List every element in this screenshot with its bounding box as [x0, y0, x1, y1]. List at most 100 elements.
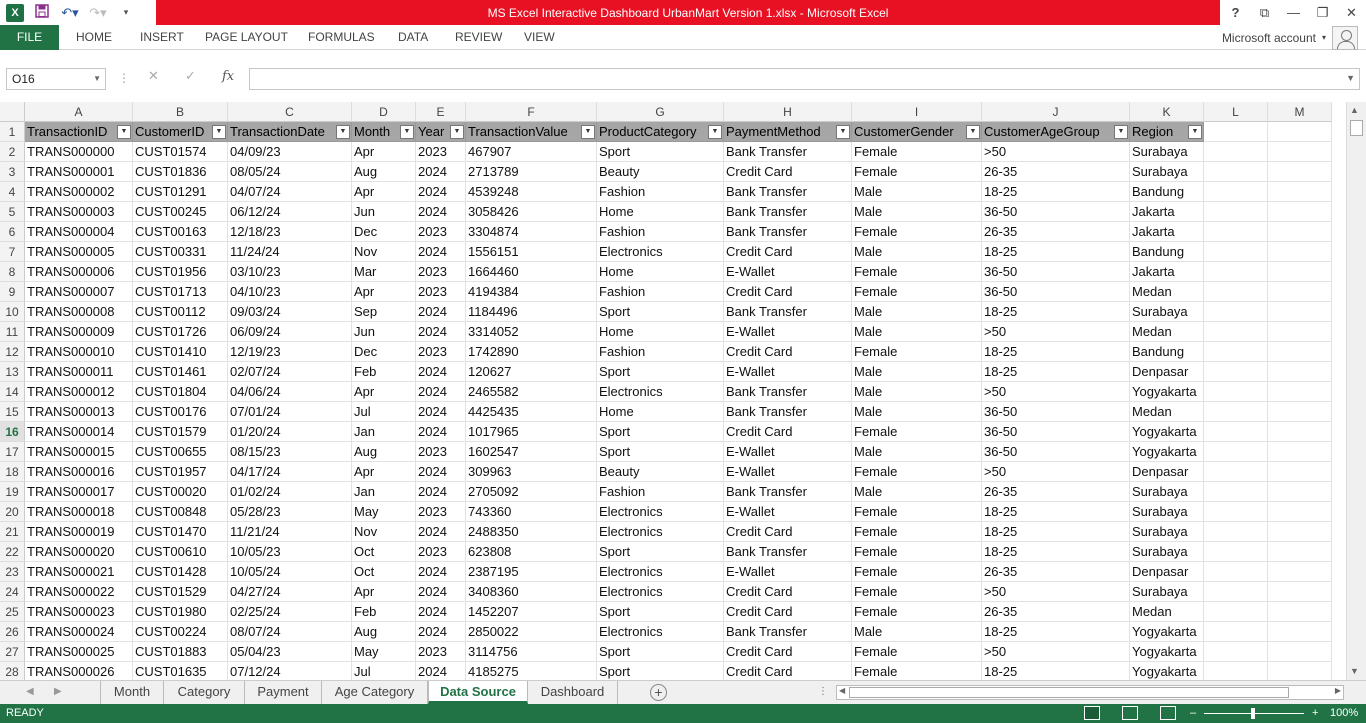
cell[interactable]: 05/04/23: [228, 642, 352, 662]
cell[interactable]: Aug: [352, 442, 416, 462]
row-header[interactable]: 22: [0, 542, 25, 562]
cell[interactable]: [1268, 382, 1332, 402]
cell[interactable]: [1268, 202, 1332, 222]
cell[interactable]: 4185275: [466, 662, 597, 680]
row-header[interactable]: 11: [0, 322, 25, 342]
cell[interactable]: 07/01/24: [228, 402, 352, 422]
cell[interactable]: CUST01428: [133, 562, 228, 582]
cell[interactable]: Nov: [352, 242, 416, 262]
cell[interactable]: 1742890: [466, 342, 597, 362]
cell[interactable]: TRANS000011: [25, 362, 133, 382]
cell[interactable]: Female: [852, 502, 982, 522]
cell[interactable]: TRANS000020: [25, 542, 133, 562]
row-header[interactable]: 15: [0, 402, 25, 422]
cell[interactable]: Electronics: [597, 582, 724, 602]
cell[interactable]: 36-50: [982, 442, 1130, 462]
cell[interactable]: [1204, 422, 1268, 442]
header-cell[interactable]: CustomerID ▼: [133, 122, 228, 142]
cell[interactable]: [1268, 242, 1332, 262]
cell[interactable]: Medan: [1130, 282, 1204, 302]
cell[interactable]: 2024: [416, 182, 466, 202]
cell[interactable]: 4194384: [466, 282, 597, 302]
filter-dropdown-icon[interactable]: ▼: [836, 125, 850, 139]
row-header[interactable]: 1: [0, 122, 25, 142]
cell[interactable]: 623808: [466, 542, 597, 562]
cell[interactable]: Male: [852, 622, 982, 642]
cell[interactable]: 03/10/23: [228, 262, 352, 282]
cell[interactable]: Female: [852, 422, 982, 442]
cell[interactable]: 1017965: [466, 422, 597, 442]
cell[interactable]: [1204, 382, 1268, 402]
cell[interactable]: 1664460: [466, 262, 597, 282]
horizontal-scrollbar[interactable]: ◀ ▶: [836, 685, 1344, 700]
cell[interactable]: Home: [597, 322, 724, 342]
cell[interactable]: Electronics: [597, 562, 724, 582]
filter-dropdown-icon[interactable]: ▼: [966, 125, 980, 139]
cell[interactable]: CUST00163: [133, 222, 228, 242]
cell[interactable]: Credit Card: [724, 522, 852, 542]
cell[interactable]: 08/15/23: [228, 442, 352, 462]
cell[interactable]: 18-25: [982, 342, 1130, 362]
cell[interactable]: 02/25/24: [228, 602, 352, 622]
vertical-scrollbar[interactable]: ▲ ▼: [1346, 102, 1366, 680]
row-header[interactable]: 20: [0, 502, 25, 522]
cell[interactable]: Female: [852, 522, 982, 542]
cell[interactable]: 12/18/23: [228, 222, 352, 242]
tab-view[interactable]: VIEW: [524, 30, 555, 44]
cell[interactable]: Bank Transfer: [724, 222, 852, 242]
cell[interactable]: 2024: [416, 462, 466, 482]
row-header[interactable]: 25: [0, 602, 25, 622]
cell[interactable]: [1268, 502, 1332, 522]
cell[interactable]: 1184496: [466, 302, 597, 322]
cell[interactable]: Jakarta: [1130, 202, 1204, 222]
row-header[interactable]: 13: [0, 362, 25, 382]
row-header[interactable]: 27: [0, 642, 25, 662]
cell[interactable]: >50: [982, 382, 1130, 402]
scroll-up-icon[interactable]: ▲: [1350, 105, 1359, 115]
cell[interactable]: [1268, 462, 1332, 482]
cell[interactable]: [1204, 462, 1268, 482]
row-header[interactable]: 17: [0, 442, 25, 462]
cell[interactable]: [1268, 122, 1332, 142]
row-header[interactable]: 14: [0, 382, 25, 402]
cell[interactable]: 05/28/23: [228, 502, 352, 522]
column-header-a[interactable]: A: [25, 102, 133, 122]
filter-dropdown-icon[interactable]: ▼: [1188, 125, 1202, 139]
column-header-k[interactable]: K: [1130, 102, 1204, 122]
cell[interactable]: [1268, 262, 1332, 282]
header-cell[interactable]: TransactionDate ▼: [228, 122, 352, 142]
cell[interactable]: 2024: [416, 162, 466, 182]
sheet-tab-data-source[interactable]: Data Source: [428, 681, 528, 704]
cell[interactable]: TRANS000013: [25, 402, 133, 422]
select-all-corner[interactable]: [0, 102, 25, 122]
cell[interactable]: 2024: [416, 582, 466, 602]
cell[interactable]: [1204, 362, 1268, 382]
cell[interactable]: 18-25: [982, 182, 1130, 202]
cell[interactable]: 309963: [466, 462, 597, 482]
column-header-m[interactable]: M: [1268, 102, 1332, 122]
filter-dropdown-icon[interactable]: ▼: [1114, 125, 1128, 139]
cell[interactable]: Female: [852, 462, 982, 482]
cell[interactable]: 3314052: [466, 322, 597, 342]
cell[interactable]: [1204, 482, 1268, 502]
cell[interactable]: 2023: [416, 542, 466, 562]
row-header[interactable]: 5: [0, 202, 25, 222]
cell[interactable]: Jun: [352, 322, 416, 342]
tab-home[interactable]: HOME: [76, 30, 112, 44]
cell[interactable]: Surabaya: [1130, 482, 1204, 502]
cell[interactable]: 02/07/24: [228, 362, 352, 382]
cell[interactable]: [1204, 122, 1268, 142]
cell[interactable]: 18-25: [982, 242, 1130, 262]
cell[interactable]: [1268, 542, 1332, 562]
cell[interactable]: 36-50: [982, 282, 1130, 302]
cell[interactable]: Feb: [352, 362, 416, 382]
cell[interactable]: Male: [852, 302, 982, 322]
customize-toolbar-icon[interactable]: ▾: [123, 7, 129, 17]
cell[interactable]: 2024: [416, 422, 466, 442]
cell[interactable]: [1204, 342, 1268, 362]
redo-icon[interactable]: ↷▾: [89, 4, 107, 20]
cell[interactable]: Yogyakarta: [1130, 642, 1204, 662]
filter-dropdown-icon[interactable]: ▼: [117, 125, 131, 139]
cell[interactable]: Sport: [597, 542, 724, 562]
cell[interactable]: 2713789: [466, 162, 597, 182]
